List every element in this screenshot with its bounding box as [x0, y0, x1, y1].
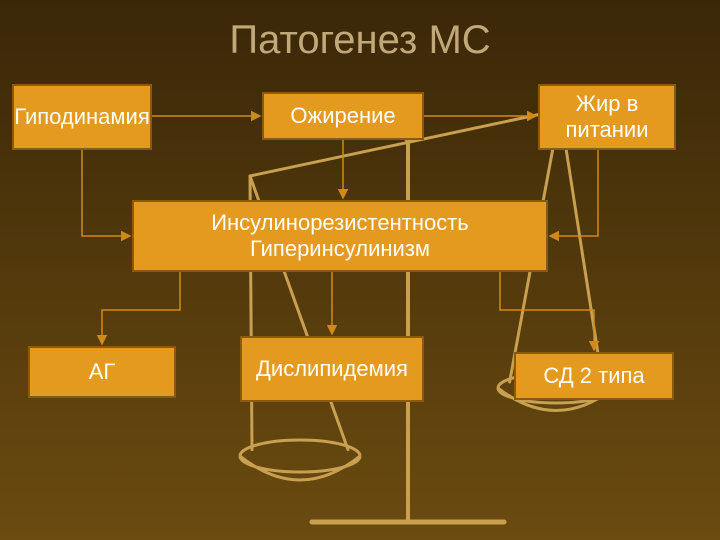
node-diabetes-t2: СД 2 типа — [514, 352, 674, 400]
node-dietary-fat: Жир в питании — [538, 84, 676, 150]
page-title: Патогенез МС — [0, 18, 720, 63]
node-insulin-resistance: Инсулинорезистентность Гиперинсулинизм — [132, 200, 548, 272]
node-hypodynamia: Гиподинамия — [12, 84, 152, 150]
node-obesity: Ожирение — [262, 92, 424, 140]
node-dyslipidemia: Дислипидемия — [240, 336, 424, 402]
node-hypertension: АГ — [28, 346, 176, 398]
